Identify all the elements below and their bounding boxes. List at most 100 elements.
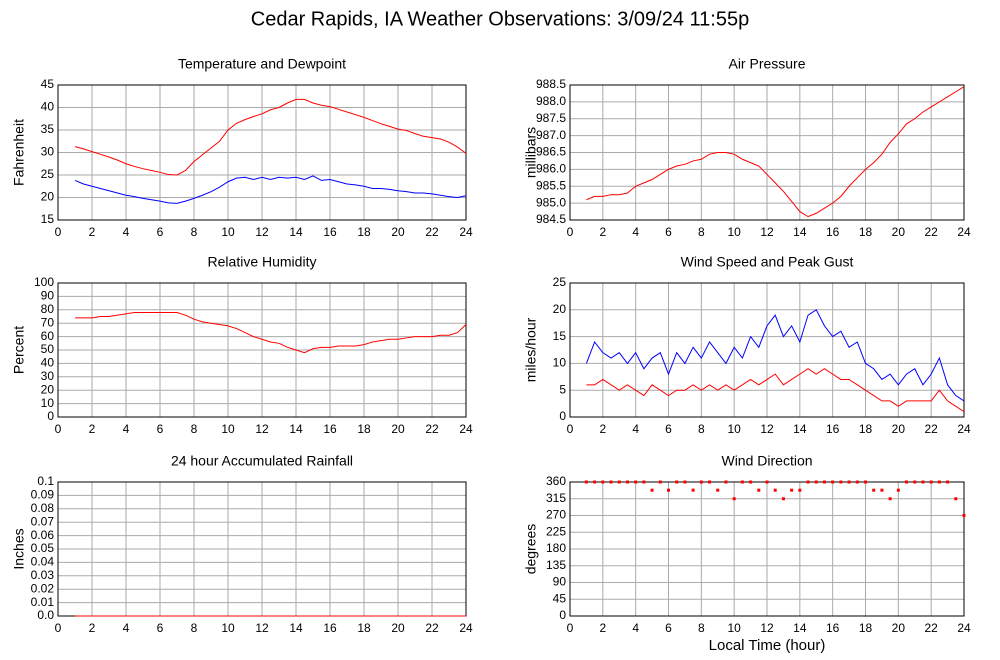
panel-title: Relative Humidity	[208, 254, 317, 270]
data-point	[724, 480, 728, 484]
x-tick-label: 14	[289, 621, 303, 635]
x-tick-label: 0	[55, 621, 62, 635]
y-tick-label: 988.0	[536, 94, 566, 108]
x-tick-label: 8	[698, 225, 705, 239]
panel-title: 24 hour Accumulated Rainfall	[171, 453, 353, 469]
data-point	[896, 488, 900, 492]
y-tick-label: 180	[546, 541, 566, 555]
x-tick-label: 22	[425, 422, 439, 436]
data-point	[642, 480, 646, 484]
y-tick-label: 0.1	[37, 474, 54, 488]
y-tick-label: 986.5	[536, 145, 566, 159]
x-tick-label: 12	[760, 621, 774, 635]
data-point	[773, 488, 777, 492]
y-tick-label: 0.05	[31, 541, 55, 555]
data-point	[937, 480, 941, 484]
x-tick-label: 16	[323, 621, 337, 635]
y-tick-label: 135	[546, 558, 566, 572]
x-tick-label: 6	[665, 225, 672, 239]
y-tick-label: 10	[41, 396, 55, 410]
data-point	[790, 488, 794, 492]
x-tick-label: 16	[323, 422, 337, 436]
y-tick-label: 10	[553, 356, 567, 370]
y-tick-label: 985.0	[536, 195, 566, 209]
y-tick-label: 0.04	[31, 555, 55, 569]
x-tick-label: 2	[599, 621, 606, 635]
data-point	[650, 488, 654, 492]
x-tick-label: 2	[599, 225, 606, 239]
data-point	[806, 480, 810, 484]
data-line	[74, 175, 467, 204]
data-point	[888, 497, 892, 501]
y-tick-label: 0.03	[31, 568, 55, 582]
y-tick-label: 0.07	[31, 514, 55, 528]
data-point	[929, 480, 933, 484]
x-tick-label: 16	[323, 225, 337, 239]
data-line	[75, 311, 467, 354]
x-tick-label: 20	[892, 422, 906, 436]
data-point	[675, 480, 679, 484]
data-point	[905, 480, 909, 484]
x-tick-label: 12	[255, 225, 269, 239]
y-tick-label: 360	[546, 474, 566, 488]
y-tick-label: 35	[41, 122, 55, 136]
data-point	[946, 480, 950, 484]
x-tick-label: 4	[123, 621, 130, 635]
plot-frame	[57, 282, 467, 418]
x-tick-label: 24	[957, 225, 971, 239]
plot-frame	[569, 84, 965, 221]
y-tick-label: 988.5	[536, 77, 566, 91]
x-axis-label: Local Time (hour)	[709, 637, 826, 654]
y-tick-label: 270	[546, 508, 566, 522]
x-tick-label: 22	[425, 225, 439, 239]
x-tick-label: 20	[391, 225, 405, 239]
x-tick-label: 18	[357, 422, 371, 436]
x-tick-label: 14	[793, 621, 807, 635]
x-tick-label: 8	[191, 225, 198, 239]
data-point	[757, 488, 761, 492]
panel-title: Wind Speed and Peak Gust	[681, 254, 854, 270]
y-tick-label: 15	[41, 212, 55, 226]
x-tick-label: 0	[55, 422, 62, 436]
x-tick-label: 12	[255, 621, 269, 635]
y-tick-label: 0.02	[31, 581, 55, 595]
y-tick-label: 80	[41, 302, 55, 316]
x-tick-label: 16	[826, 225, 840, 239]
x-tick-label: 18	[357, 621, 371, 635]
y-tick-label: 60	[41, 329, 55, 343]
y-tick-label: 15	[553, 329, 567, 343]
x-tick-label: 4	[123, 422, 130, 436]
data-line	[586, 86, 965, 218]
y-tick-label: 30	[41, 369, 55, 383]
y-tick-label: 984.5	[536, 212, 566, 226]
data-point	[913, 480, 917, 484]
x-tick-label: 18	[859, 422, 873, 436]
x-tick-label: 10	[727, 422, 741, 436]
y-tick-label: 987.0	[536, 128, 566, 142]
data-point	[872, 488, 876, 492]
data-point	[781, 497, 785, 501]
data-point	[691, 488, 695, 492]
data-point	[699, 480, 703, 484]
y-tick-label: 986.0	[536, 162, 566, 176]
x-tick-label: 6	[157, 225, 164, 239]
x-tick-label: 6	[157, 621, 164, 635]
x-tick-label: 20	[391, 422, 405, 436]
y-tick-label: 987.5	[536, 111, 566, 125]
x-tick-label: 22	[924, 621, 938, 635]
data-point	[847, 480, 851, 484]
x-tick-label: 22	[924, 422, 938, 436]
y-tick-label: 20	[41, 190, 55, 204]
y-tick-label: 20	[41, 382, 55, 396]
y-tick-label: 0	[559, 608, 566, 622]
panel-title: Air Pressure	[728, 56, 805, 72]
x-tick-label: 2	[599, 422, 606, 436]
data-point	[732, 497, 736, 501]
y-tick-label: 20	[553, 302, 567, 316]
panel-title: Wind Direction	[721, 453, 812, 469]
x-tick-label: 0	[567, 621, 574, 635]
data-point	[708, 480, 712, 484]
x-tick-label: 2	[89, 621, 96, 635]
y-tick-label: 50	[41, 342, 55, 356]
